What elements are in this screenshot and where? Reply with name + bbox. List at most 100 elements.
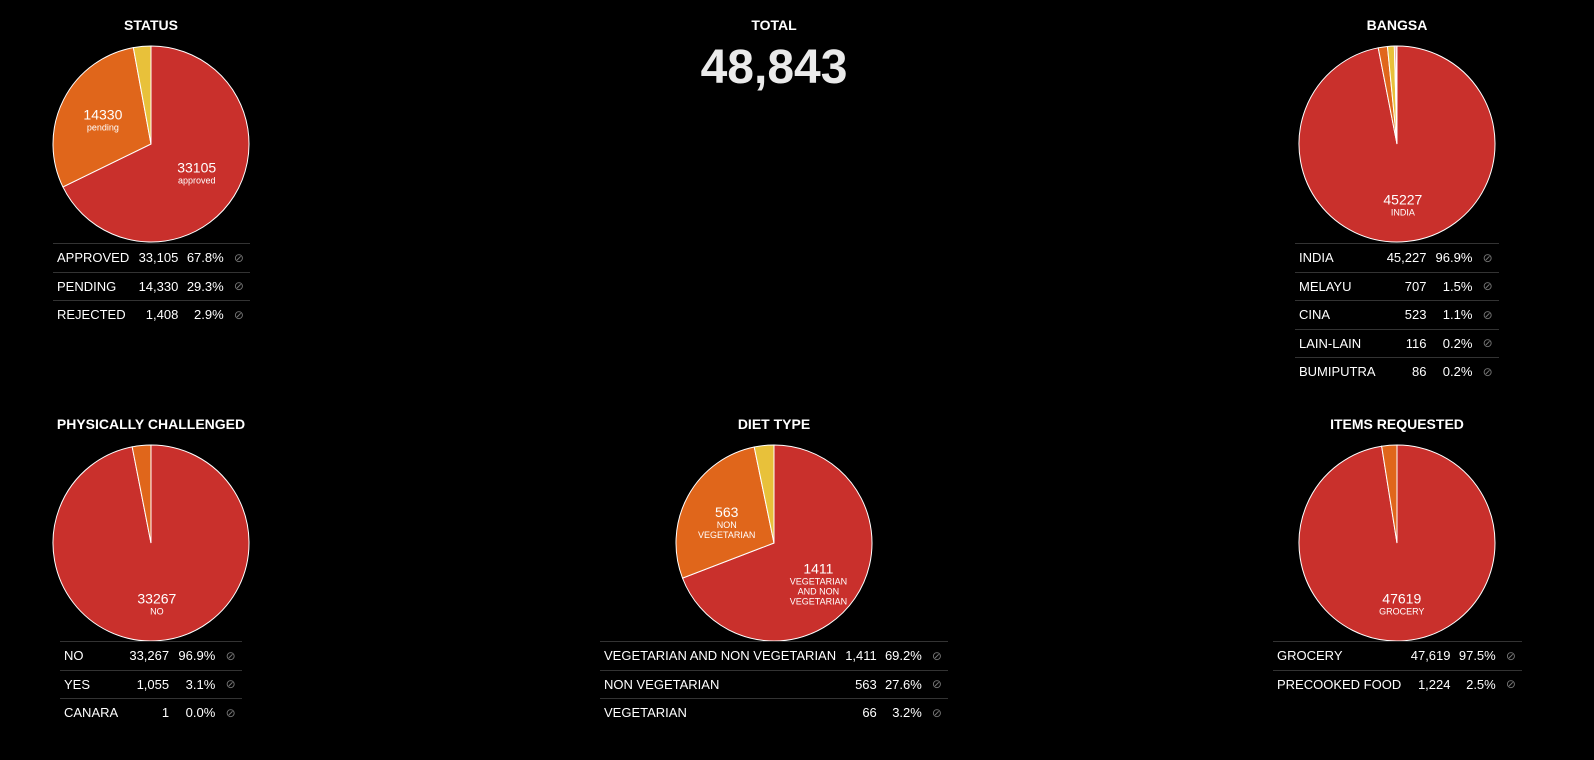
physically-legend-table: NO 33,267 96.9% ⊘ YES 1,055 3.1% ⊘ CANARA 1 0.0% ⊘: [60, 641, 242, 727]
legend-count: 1,224: [1406, 669, 1455, 698]
table-row[interactable]: VEGETARIAN AND NON VEGETARIAN 1,411 69.2% ⊘: [600, 641, 948, 670]
hide-slice-icon[interactable]: ⊘: [1476, 328, 1499, 358]
legend-percent: 0.0%: [173, 698, 220, 727]
diet-pie-text-vegetarian-and-non-vegetarian-1: AND NON: [798, 587, 840, 597]
legend-count: 47,619: [1406, 641, 1455, 670]
table-row[interactable]: PENDING 14,330 29.3% ⊘: [53, 271, 250, 301]
status-slice-approved[interactable]: [62, 45, 250, 243]
table-row[interactable]: NON VEGETARIAN 563 27.6% ⊘: [600, 669, 948, 699]
legend-label: MELAYU: [1295, 271, 1382, 301]
diet-slice-vegetarian-and-non-vegetarian[interactable]: [681, 444, 873, 642]
hide-slice-icon[interactable]: ⊘: [1499, 641, 1522, 670]
hide-slice-icon[interactable]: ⊘: [227, 271, 250, 301]
diet-pie-text-vegetarian-and-non-vegetarian-0: VEGETARIAN: [790, 577, 847, 587]
status-pie-value-pending: 14330: [83, 107, 122, 123]
bangsa-chart-title: BANGSA: [1366, 17, 1428, 33]
legend-count: 45,227: [1381, 243, 1431, 272]
table-row[interactable]: MELAYU 707 1.5% ⊘: [1295, 271, 1499, 301]
items-pie-value-grocery: 47619: [1382, 591, 1421, 607]
table-row[interactable]: GROCERY 47,619 97.5% ⊘: [1273, 641, 1522, 670]
legend-percent: 96.9%: [1430, 243, 1477, 272]
physically-pie-value-no: 33267: [137, 590, 176, 606]
table-row[interactable]: VEGETARIAN 66 3.2% ⊘: [600, 698, 948, 727]
legend-label: VEGETARIAN AND NON VEGETARIAN: [600, 641, 842, 670]
legend-percent: 1.5%: [1430, 271, 1477, 301]
hide-slice-icon[interactable]: ⊘: [227, 243, 250, 272]
table-row[interactable]: INDIA 45,227 96.9% ⊘: [1295, 243, 1499, 272]
legend-label: GROCERY: [1273, 641, 1407, 670]
table-row[interactable]: APPROVED 33,105 67.8% ⊘: [53, 243, 250, 272]
status-legend-table: APPROVED 33,105 67.8% ⊘ PENDING 14,330 29.3% ⊘ R…: [53, 243, 250, 329]
diet-pie-value-vegetarian-and-non-vegetarian: 1411: [803, 561, 833, 577]
legend-count: 1: [123, 698, 174, 727]
items-slice-precooked-food[interactable]: [1381, 444, 1398, 544]
hide-slice-icon[interactable]: ⊘: [1499, 669, 1522, 698]
legend-label: PRECOOKED FOOD: [1273, 669, 1407, 698]
legend-label: NO: [60, 641, 124, 670]
hide-slice-icon[interactable]: ⊘: [219, 698, 242, 727]
legend-count: 523: [1381, 300, 1431, 329]
bangsa-pie-value-india: 45227: [1383, 191, 1422, 207]
status-pie-text-approved-0: approved: [178, 176, 216, 186]
legend-label: YES: [60, 669, 124, 699]
diet-chart-title: DIET TYPE: [737, 416, 811, 432]
table-row[interactable]: REJECTED 1,408 2.9% ⊘: [53, 300, 250, 329]
items-pie-text-grocery-0: GROCERY: [1379, 607, 1424, 617]
hide-slice-icon[interactable]: ⊘: [219, 669, 242, 699]
table-row[interactable]: NO 33,267 96.9% ⊘: [60, 641, 242, 670]
hide-slice-icon[interactable]: ⊘: [227, 300, 250, 329]
total-value: 48,843: [700, 41, 848, 94]
status-chart-title: STATUS: [124, 17, 178, 33]
legend-count: 14,330: [134, 271, 183, 301]
bangsa-legend-table: INDIA 45,227 96.9% ⊘ MELAYU 707 1.5% ⊘ CINA 523 1.…: [1295, 243, 1499, 386]
table-row[interactable]: CINA 523 1.1% ⊘: [1295, 300, 1499, 329]
legend-percent: 3.1%: [173, 669, 220, 699]
legend-count: 86: [1381, 357, 1431, 386]
table-row[interactable]: LAIN-LAIN 116 0.2% ⊘: [1295, 328, 1499, 358]
diet-pie-text-non-vegetarian-0: NON: [717, 520, 737, 530]
hide-slice-icon[interactable]: ⊘: [1476, 300, 1499, 329]
legend-percent: 67.8%: [182, 243, 228, 272]
bangsa-slice-bumiputra[interactable]: [1395, 45, 1398, 145]
legend-percent: 97.5%: [1454, 641, 1500, 670]
legend-count: 66: [841, 698, 881, 727]
physically-pie-text-no-0: NO: [150, 606, 164, 616]
diet-pie-text-vegetarian-and-non-vegetarian-2: VEGETARIAN: [790, 597, 847, 607]
legend-percent: 96.9%: [173, 641, 220, 670]
hide-slice-icon[interactable]: ⊘: [925, 698, 948, 727]
bangsa-pie-text-india-0: INDIA: [1391, 207, 1415, 217]
hide-slice-icon[interactable]: ⊘: [1476, 243, 1499, 272]
legend-count: 33,105: [134, 243, 183, 272]
diet-slice-non-vegetarian[interactable]: [675, 446, 775, 579]
legend-percent: 0.2%: [1430, 357, 1477, 386]
hide-slice-icon[interactable]: ⊘: [1476, 357, 1499, 386]
hide-slice-icon[interactable]: ⊘: [925, 641, 948, 670]
status-pie-text-pending-0: pending: [87, 123, 119, 133]
table-row[interactable]: PRECOOKED FOOD 1,224 2.5% ⊘: [1273, 669, 1522, 698]
table-row[interactable]: CANARA 1 0.0% ⊘: [60, 698, 242, 727]
legend-count: 563: [841, 669, 881, 699]
hide-slice-icon[interactable]: ⊘: [1476, 271, 1499, 301]
status-slice-pending[interactable]: [52, 47, 152, 188]
table-row[interactable]: YES 1,055 3.1% ⊘: [60, 669, 242, 699]
status-slice-rejected[interactable]: [132, 45, 152, 145]
hide-slice-icon[interactable]: ⊘: [219, 641, 242, 670]
legend-percent: 3.2%: [880, 698, 926, 727]
legend-count: 1,055: [123, 669, 174, 699]
diet-slice-vegetarian[interactable]: [753, 444, 775, 544]
hide-slice-icon[interactable]: ⊘: [925, 669, 948, 699]
items-legend-table: GROCERY 47,619 97.5% ⊘ PRECOOKED FOOD 1,224 2.…: [1273, 641, 1522, 698]
table-row[interactable]: BUMIPUTRA 86 0.2% ⊘: [1295, 357, 1499, 386]
legend-label: REJECTED: [53, 300, 135, 329]
legend-count: 1,411: [841, 641, 881, 670]
status-pie-value-approved: 33105: [177, 160, 216, 176]
